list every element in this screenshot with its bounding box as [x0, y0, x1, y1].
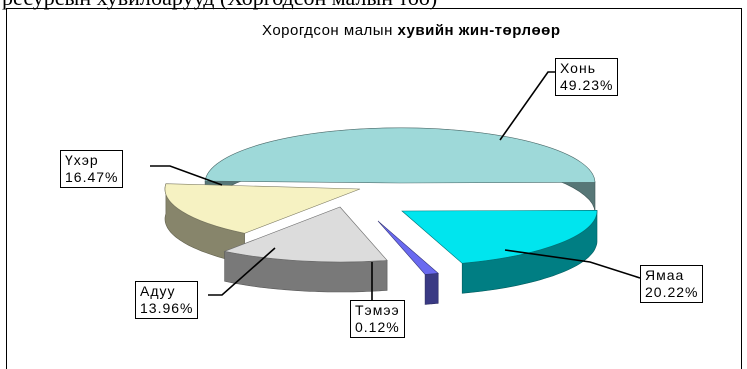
label-temee-value: 0.12%	[355, 319, 400, 335]
label-yamaa-name: Ямаа	[645, 267, 685, 283]
leader-line-1	[504, 249, 641, 279]
chart-title-part1: Хорогдсон малын	[262, 22, 398, 39]
pie-slice-0	[204, 127, 596, 184]
label-aduu-value: 13.96%	[140, 300, 194, 316]
header-partial-text: ресурсын хувилбарууд (Хоргодсон малын то…	[0, 0, 747, 14]
label-yamaa-value: 20.22%	[645, 284, 699, 300]
chart-title-part2: хувийн жин-төрлөөр	[397, 22, 561, 39]
label-ukher-name: Үхэр	[65, 152, 99, 168]
label-aduu: Адуу 13.96%	[135, 281, 199, 319]
pie-slice-1	[401, 209, 598, 264]
leader-line-3	[208, 247, 276, 296]
leader-lines	[150, 71, 641, 305]
label-khoni-name: Хонь	[560, 60, 596, 76]
leader-line-0	[499, 71, 556, 141]
chart-frame	[6, 8, 742, 369]
label-khoni-value: 49.23%	[560, 77, 614, 93]
pie-slice-3	[223, 206, 388, 263]
label-ukher-value: 16.47%	[65, 169, 119, 185]
pie-slice-4	[164, 183, 361, 234]
label-ukher: Үхэр 16.47%	[60, 150, 124, 188]
label-temee: Тэмээ 0.12%	[350, 300, 405, 338]
pie-slice-side	[424, 273, 439, 305]
label-khoni: Хонь 49.23%	[555, 58, 619, 96]
label-temee-name: Тэмээ	[355, 302, 400, 318]
label-aduu-name: Адуу	[140, 283, 176, 299]
chart-title: Хорогдсон малын хувийн жин-төрлөөр	[262, 22, 561, 39]
pie-slice-2	[377, 220, 439, 275]
leader-line-4	[150, 165, 223, 186]
pie-slices	[164, 127, 598, 305]
label-yamaa: Ямаа 20.22%	[640, 265, 704, 303]
